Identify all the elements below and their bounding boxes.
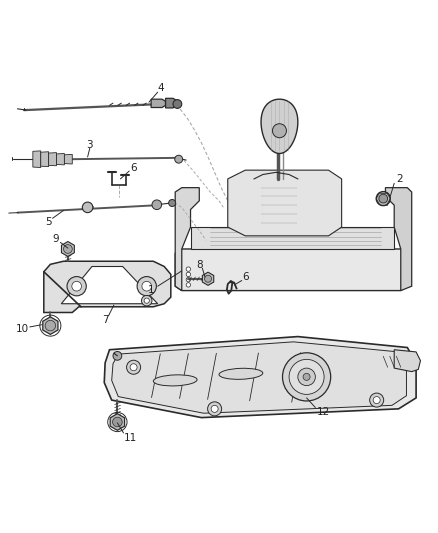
Polygon shape [49,152,57,166]
Circle shape [272,124,286,138]
Polygon shape [41,152,49,167]
Circle shape [186,282,191,287]
Circle shape [211,405,218,413]
Polygon shape [191,227,394,249]
Circle shape [186,267,191,271]
Circle shape [186,272,191,277]
Circle shape [303,374,310,381]
Text: 2: 2 [396,174,403,184]
Ellipse shape [219,368,263,379]
Polygon shape [151,99,166,108]
Circle shape [186,278,191,282]
Text: 6: 6 [130,163,137,173]
Text: 6: 6 [242,272,249,282]
Polygon shape [43,317,58,334]
Circle shape [113,417,122,427]
Circle shape [289,359,324,394]
Circle shape [173,100,182,108]
Polygon shape [394,350,420,372]
Circle shape [142,281,152,291]
Polygon shape [33,151,41,167]
Text: 8: 8 [196,260,203,270]
Circle shape [67,277,86,296]
Circle shape [205,275,212,282]
Circle shape [82,202,93,213]
Text: 3: 3 [86,140,93,150]
Polygon shape [175,249,407,290]
Polygon shape [104,336,416,418]
Polygon shape [112,342,406,413]
Text: 5: 5 [45,217,52,227]
Polygon shape [202,272,214,285]
Circle shape [141,295,152,306]
Circle shape [208,402,222,416]
Circle shape [283,353,331,401]
Circle shape [298,368,315,386]
Text: 10: 10 [16,324,29,334]
Circle shape [64,245,72,253]
Circle shape [127,360,141,374]
Circle shape [130,364,137,371]
Polygon shape [57,154,64,165]
Circle shape [376,191,390,206]
Polygon shape [61,241,74,256]
Polygon shape [175,188,199,290]
Circle shape [113,351,122,360]
Text: 1: 1 [148,285,155,295]
Polygon shape [61,266,158,304]
Text: 9: 9 [53,235,60,244]
Circle shape [152,200,162,209]
Circle shape [144,298,149,303]
Circle shape [373,397,380,403]
Polygon shape [166,98,176,108]
Circle shape [175,155,183,163]
Text: 11: 11 [124,433,137,443]
Circle shape [72,281,81,291]
Polygon shape [44,261,171,312]
Text: 7: 7 [102,315,109,325]
Text: 4: 4 [158,83,165,93]
Circle shape [169,199,176,206]
Circle shape [379,194,388,203]
Polygon shape [261,99,298,154]
Circle shape [370,393,384,407]
Circle shape [45,320,56,331]
Polygon shape [64,155,72,164]
Text: 12: 12 [317,407,330,417]
Polygon shape [385,188,412,290]
Polygon shape [110,414,124,430]
Polygon shape [256,179,300,227]
Ellipse shape [153,375,197,386]
Circle shape [137,277,156,296]
Polygon shape [228,170,342,236]
